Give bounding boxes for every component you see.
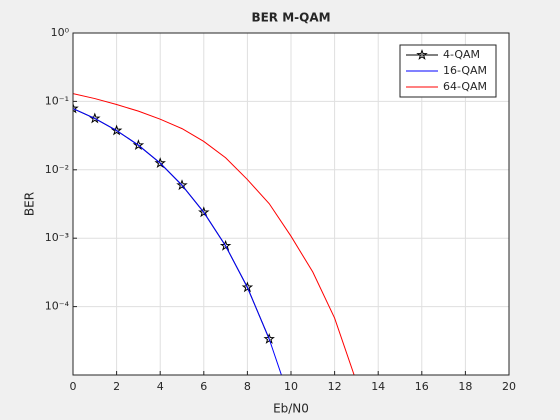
x-tick-label: 20 — [502, 380, 516, 393]
y-tick-label: 10⁻¹ — [45, 94, 69, 107]
x-axis-label: Eb/N0 — [273, 402, 309, 416]
series-marker — [263, 332, 275, 344]
x-tick-label: 18 — [458, 380, 472, 393]
x-tick-label: 2 — [113, 380, 120, 393]
legend-label: 16-QAM — [443, 64, 487, 77]
y-tick-label: 10⁻² — [45, 163, 69, 176]
y-tick-label: 10⁻³ — [45, 231, 69, 244]
y-tick-label: 10⁰ — [51, 26, 70, 39]
series-marker — [73, 102, 79, 114]
x-tick-label: 12 — [328, 380, 342, 393]
x-tick-label: 10 — [284, 380, 298, 393]
x-tick-label: 4 — [157, 380, 164, 393]
series-marker — [176, 179, 188, 191]
axes-box — [72, 32, 510, 376]
y-axis-label: BER — [23, 192, 37, 216]
x-tick-label: 8 — [244, 380, 251, 393]
x-tick-label: 14 — [371, 380, 385, 393]
series-marker — [198, 206, 210, 218]
series-marker — [219, 239, 232, 251]
legend-label: 4-QAM — [443, 48, 480, 61]
legend-marker — [416, 48, 428, 60]
plot-area — [73, 93, 355, 375]
y-tick-label: 10⁻⁴ — [45, 300, 70, 313]
series-marker — [241, 281, 254, 293]
x-tick-label: 16 — [415, 380, 429, 393]
series-marker — [154, 157, 166, 169]
series-line — [73, 93, 355, 375]
series-marker — [132, 139, 145, 151]
legend-label: 64-QAM — [443, 80, 487, 93]
x-tick-label: 0 — [70, 380, 77, 393]
x-tick-label: 6 — [200, 380, 207, 393]
series-line — [73, 108, 282, 375]
chart-title: BER M-QAM — [251, 11, 330, 25]
